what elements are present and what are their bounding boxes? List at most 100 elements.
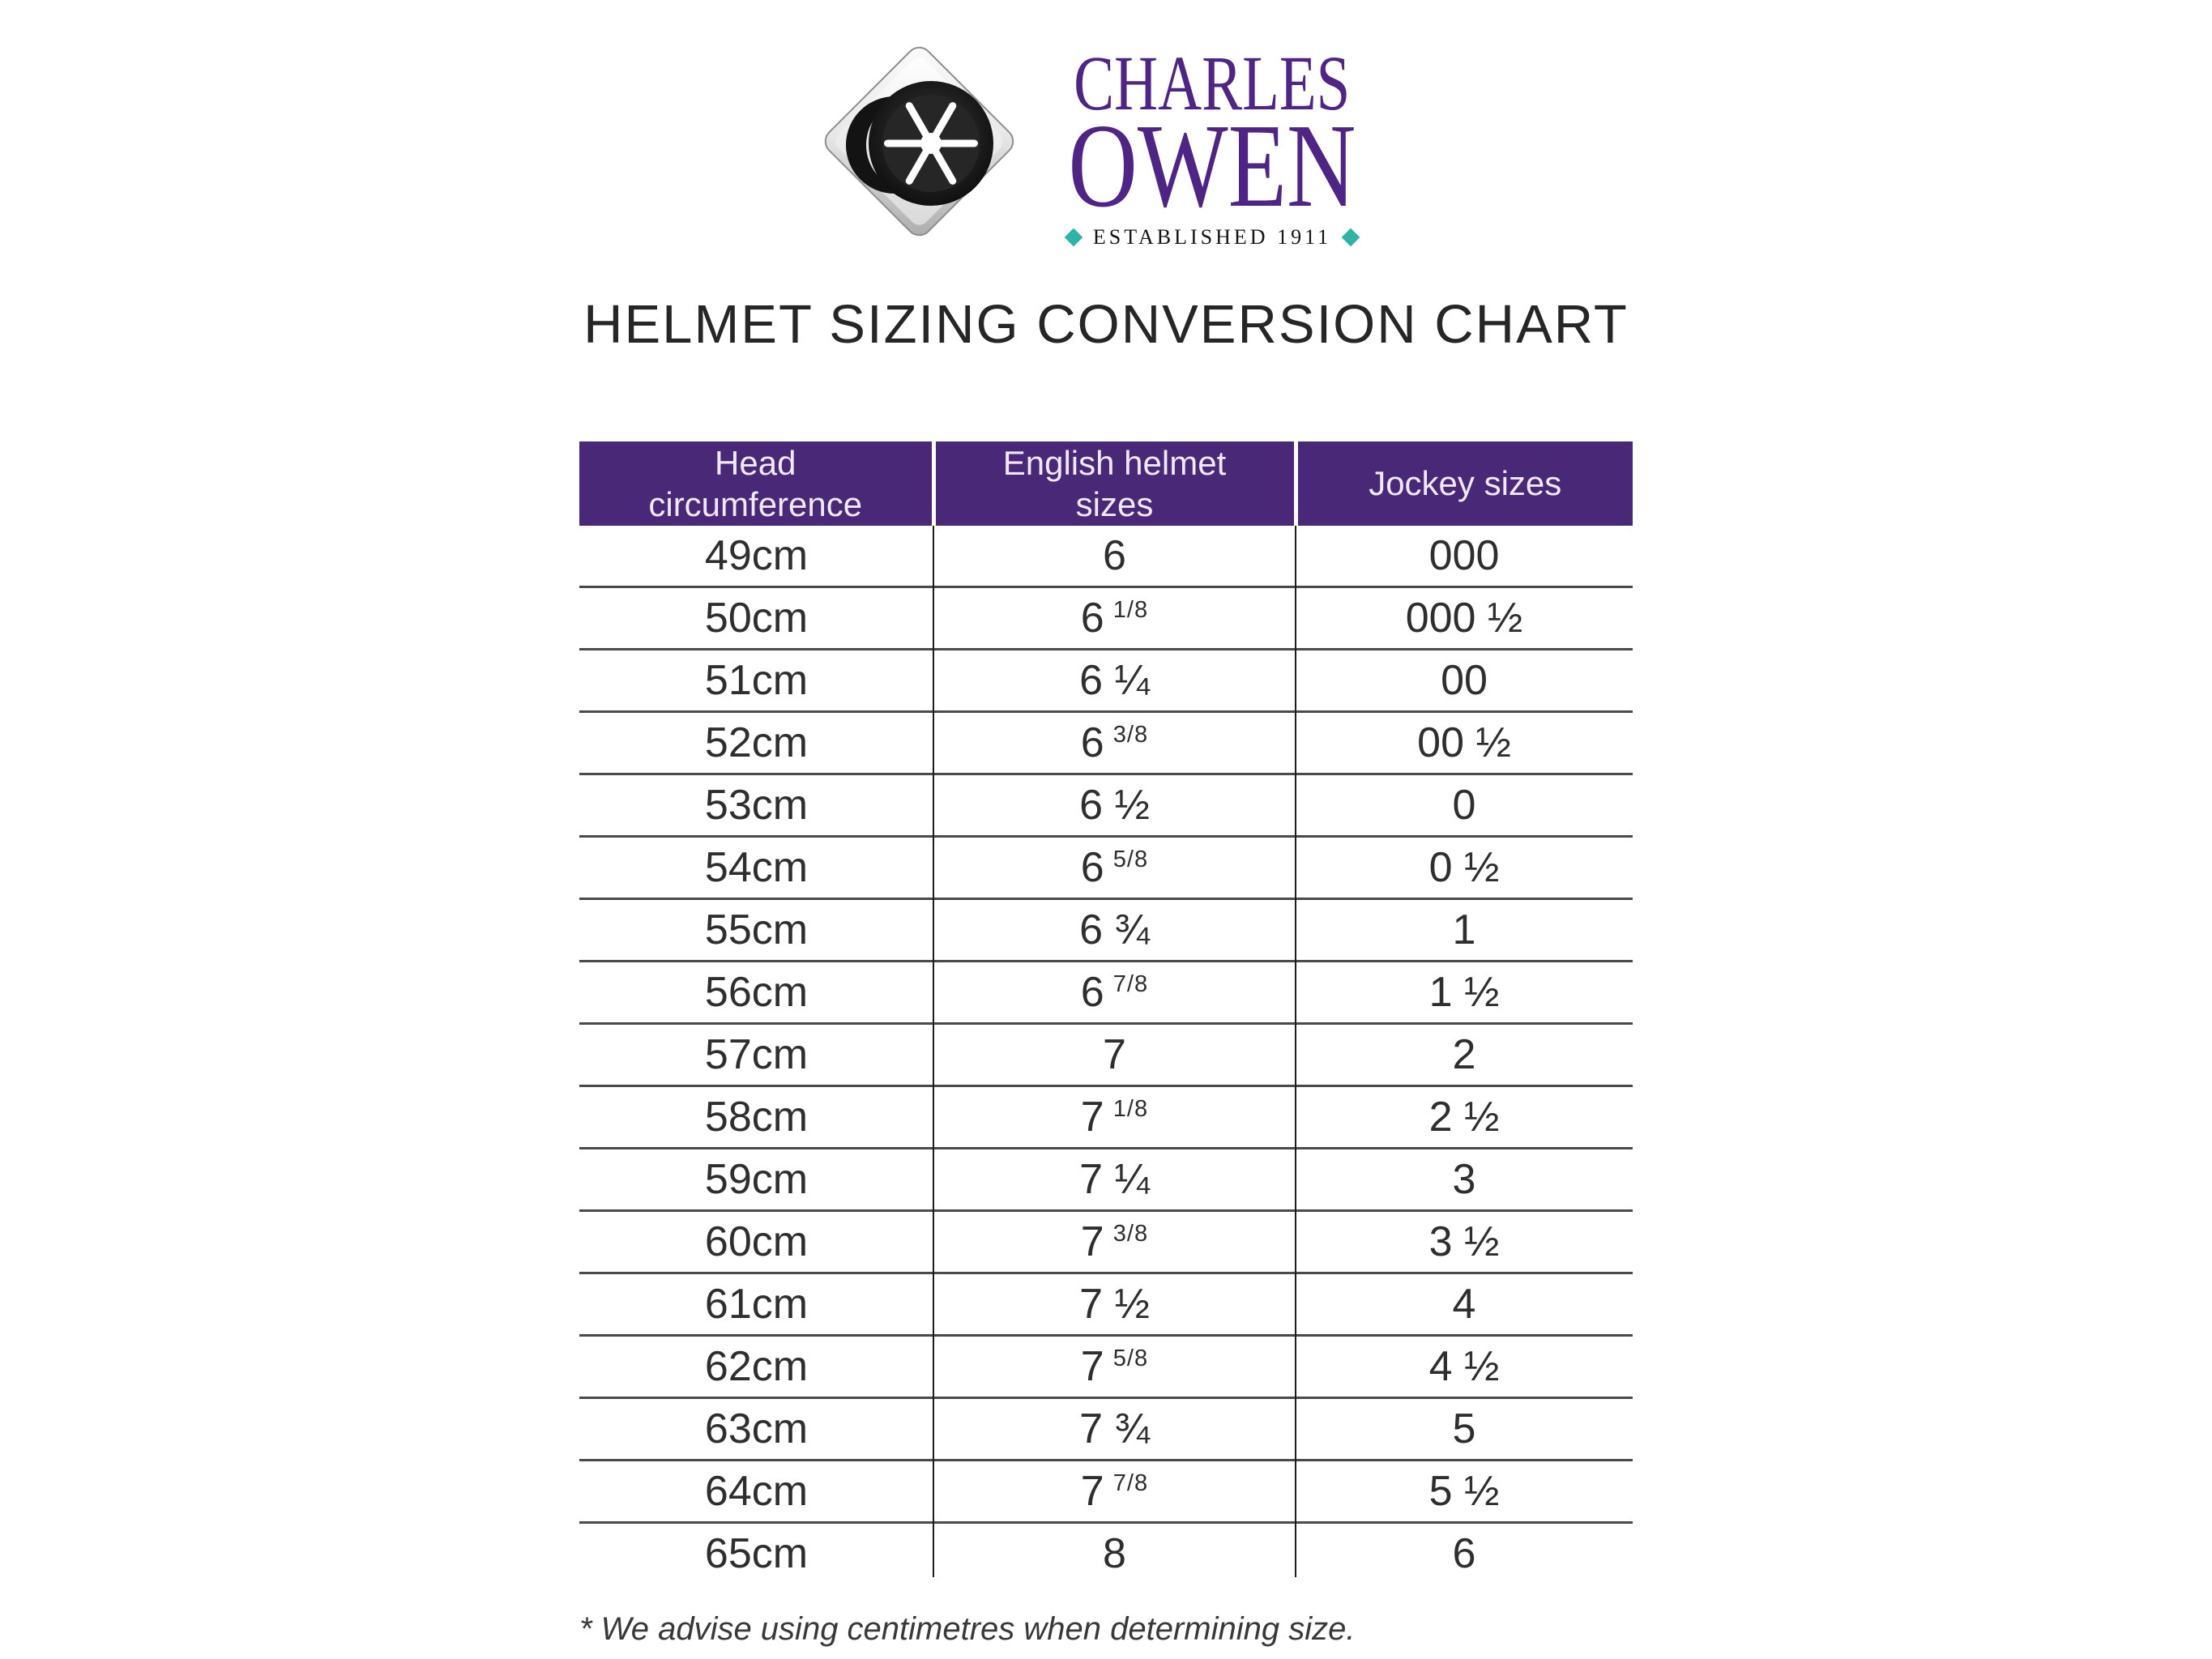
head-circumference-cell: 51cm: [579, 648, 933, 712]
table-row: 51cm 6 ¼ 00: [579, 648, 1633, 712]
table-row: 54cm 6 5/8 0 ½: [579, 835, 1633, 899]
english-size-fraction: 3/8: [1112, 1220, 1149, 1247]
english-size-cell: 8: [933, 1521, 1296, 1584]
brand-name-line2: OWEN: [1068, 99, 1356, 232]
english-size-value: 7: [1080, 1468, 1104, 1515]
english-size-fraction: 1/8: [1112, 596, 1149, 623]
jockey-size-cell: 6: [1296, 1521, 1633, 1584]
english-size-value: 6: [1103, 532, 1126, 579]
english-size-cell: 6 5/8: [933, 835, 1296, 899]
head-circumference-cell: 53cm: [579, 773, 933, 837]
head-circumference-cell: 52cm: [579, 710, 933, 774]
english-size-value: 7 ¼: [1079, 1156, 1150, 1203]
charles-owen-logo: CHARLES OWEN ESTABLISHED 1911: [579, 0, 1633, 249]
english-size-cell: 7 ¾: [933, 1397, 1296, 1461]
column-header-jockey-sizes: Jockey sizes: [1296, 441, 1633, 526]
english-size-cell: 7 ¼: [933, 1147, 1296, 1211]
english-size-fraction: 5/8: [1112, 1345, 1149, 1371]
table-row: 64cm 7 7/8 5 ½: [579, 1459, 1633, 1523]
head-circumference-cell: 60cm: [579, 1209, 933, 1273]
jockey-size-cell: 2: [1296, 1022, 1633, 1086]
column-divider-line: [1295, 526, 1296, 1577]
jockey-size-cell: 2 ½: [1296, 1085, 1633, 1149]
english-size-value: 6: [1080, 844, 1104, 891]
table-row: 53cm 6 ½ 0: [579, 773, 1633, 837]
sizing-table-wrap: Head circumference English helmet sizes …: [579, 441, 1633, 1584]
sizing-conversion-table: Head circumference English helmet sizes …: [579, 441, 1633, 1584]
table-row: 59cm 7 ¼ 3: [579, 1147, 1633, 1211]
english-size-fraction: 7/8: [1112, 970, 1149, 997]
english-size-value: 6: [1080, 595, 1104, 642]
established-row: ESTABLISHED 1911: [1064, 224, 1360, 249]
english-size-fraction: 3/8: [1112, 721, 1149, 748]
head-circumference-cell: 55cm: [579, 898, 933, 962]
english-size-cell: 6 1/8: [933, 586, 1296, 650]
english-size-cell: 6 3/8: [933, 710, 1296, 774]
english-size-fraction: 5/8: [1112, 846, 1149, 872]
jockey-size-cell: 1: [1296, 898, 1633, 962]
head-circumference-cell: 54cm: [579, 835, 933, 899]
jockey-size-cell: 5: [1296, 1397, 1633, 1461]
jockey-size-cell: 5 ½: [1296, 1459, 1633, 1523]
brand-name-line1: CHARLES: [1074, 40, 1351, 126]
established-label: ESTABLISHED 1911: [1092, 224, 1332, 249]
english-size-value: 7: [1080, 1343, 1104, 1390]
head-circumference-cell: 64cm: [579, 1459, 933, 1523]
jockey-size-cell: 000: [1428, 532, 1500, 579]
star-icon: [869, 81, 994, 206]
table-header-row: Head circumference English helmet sizes …: [579, 441, 1633, 526]
jockey-size-cell: 3 ½: [1296, 1209, 1633, 1273]
column-header-head-circumference: Head circumference: [579, 441, 936, 526]
table-row: 63cm 7 ¾ 5: [579, 1397, 1633, 1461]
english-size-cell: 7 7/8: [933, 1459, 1296, 1523]
table-row: 49cm 6 000: [579, 526, 1633, 587]
english-size-cell: 7 1/8: [933, 1085, 1296, 1149]
english-size-cell: 6 ½: [933, 773, 1296, 837]
english-size-value: 7: [1080, 1094, 1104, 1141]
english-size-value: 7: [1080, 1218, 1104, 1265]
english-size-cell: 6 7/8: [933, 960, 1296, 1024]
column-header-english-helmet-sizes: English helmet sizes: [933, 441, 1298, 526]
head-circumference-cell: 49cm: [704, 532, 809, 579]
table-row: 60cm 7 3/8 3 ½: [579, 1209, 1633, 1273]
head-circumference-cell: 57cm: [579, 1022, 933, 1086]
jockey-size-cell: 3: [1296, 1147, 1633, 1211]
english-size-cell: 6: [933, 526, 1296, 587]
table-row: 57cm 7 2: [579, 1022, 1633, 1086]
head-circumference-cell: 56cm: [579, 960, 933, 1024]
english-size-value: 6: [1080, 969, 1104, 1016]
head-circumference-cell: 62cm: [579, 1334, 933, 1398]
brand-text: CHARLES OWEN ESTABLISHED 1911: [1032, 42, 1392, 249]
jockey-size-cell: 00 ½: [1296, 710, 1633, 774]
english-size-cell: 7 ½: [933, 1272, 1296, 1336]
english-size-cell: 7: [933, 1022, 1296, 1086]
english-size-value: 7 ½: [1079, 1281, 1150, 1328]
english-size-fraction: 1/8: [1112, 1095, 1149, 1122]
jockey-size-cell: 0: [1296, 773, 1633, 837]
english-size-value: 7 ¾: [1079, 1405, 1150, 1452]
english-size-cell: 6 ¼: [933, 648, 1296, 712]
diamond-star-emblem-icon: [824, 46, 1014, 237]
jockey-size-cell: 4 ½: [1296, 1334, 1633, 1398]
table-row: 52cm 6 3/8 00 ½: [579, 710, 1633, 774]
head-circumference-cell: 59cm: [579, 1147, 933, 1211]
english-size-cell: 7 5/8: [933, 1334, 1296, 1398]
english-size-value: 6 ¾: [1079, 906, 1150, 953]
table-row: 55cm 6 ¾ 1: [579, 898, 1633, 962]
head-circumference-cell: 61cm: [579, 1272, 933, 1336]
table-row: 65cm 8 6: [579, 1521, 1633, 1584]
english-size-value: 6: [1080, 719, 1104, 766]
table-row: 56cm 6 7/8 1 ½: [579, 960, 1633, 1024]
english-size-value: 8: [1103, 1530, 1126, 1577]
table-row: 62cm 7 5/8 4 ½: [579, 1334, 1633, 1398]
table-row: 58cm 7 1/8 2 ½: [579, 1085, 1633, 1149]
english-size-value: 6 ¼: [1079, 657, 1150, 704]
english-size-value: 7: [1103, 1031, 1126, 1078]
head-circumference-cell: 65cm: [579, 1521, 933, 1584]
english-size-cell: 6 ¾: [933, 898, 1296, 962]
english-size-cell: 7 3/8: [933, 1209, 1296, 1273]
jockey-size-cell: 0 ½: [1296, 835, 1633, 899]
english-size-value: 6 ½: [1079, 782, 1150, 829]
english-size-fraction: 7/8: [1112, 1469, 1149, 1496]
head-circumference-cell: 50cm: [579, 586, 933, 650]
